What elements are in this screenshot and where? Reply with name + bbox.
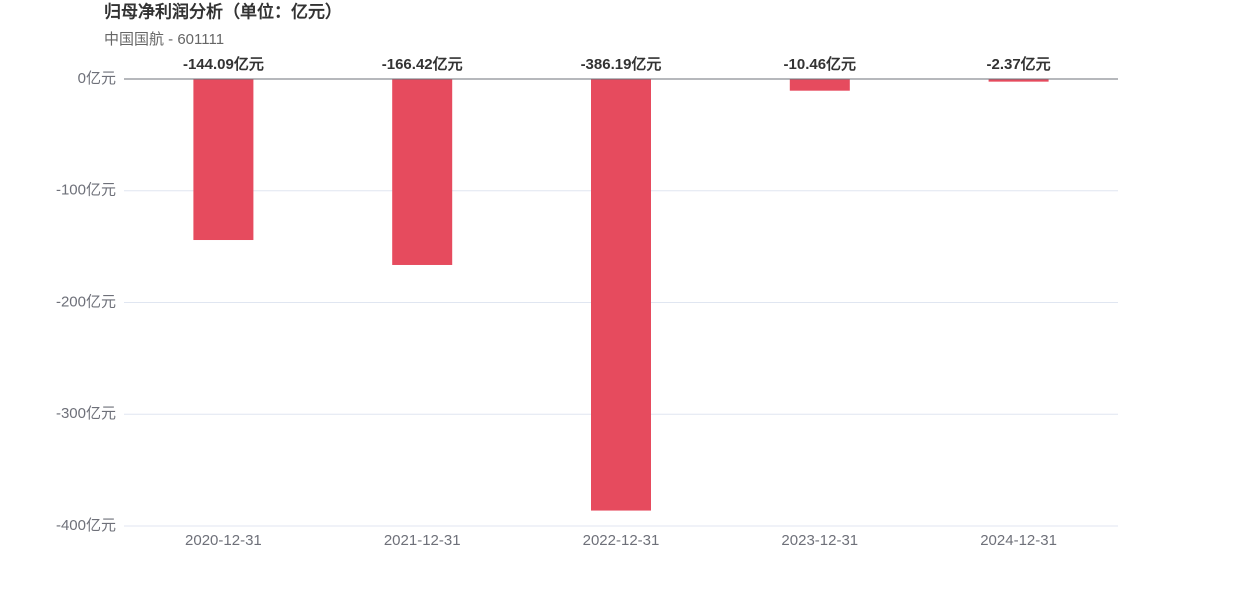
data-label: -2.37亿元 (986, 55, 1050, 73)
chart-title: 归母净利润分析（单位：亿元） (104, 1, 342, 21)
y-tick-label: 0亿元 (78, 70, 116, 87)
bar (789, 79, 850, 91)
x-tick-label: 2020-12-31 (185, 532, 262, 549)
y-tick-label: -100亿元 (56, 182, 116, 199)
y-tick-label: -400亿元 (56, 517, 116, 534)
bar (988, 79, 1049, 82)
data-label: -144.09亿元 (183, 55, 264, 73)
chart-subtitle: 中国国航 - 601111 (104, 31, 224, 48)
data-label: -386.19亿元 (581, 55, 662, 73)
bar (193, 79, 254, 241)
bar (591, 79, 651, 511)
bar (392, 79, 453, 265)
y-tick-label: -200亿元 (56, 293, 116, 310)
data-label: -166.42亿元 (382, 55, 463, 73)
x-tick-label: 2021-12-31 (384, 532, 461, 549)
x-tick-label: 2022-12-31 (583, 532, 660, 549)
data-label: -10.46亿元 (784, 55, 857, 73)
x-tick-label: 2024-12-31 (980, 532, 1057, 549)
x-tick-label: 2023-12-31 (781, 532, 858, 549)
y-tick-label: -300亿元 (56, 405, 116, 422)
